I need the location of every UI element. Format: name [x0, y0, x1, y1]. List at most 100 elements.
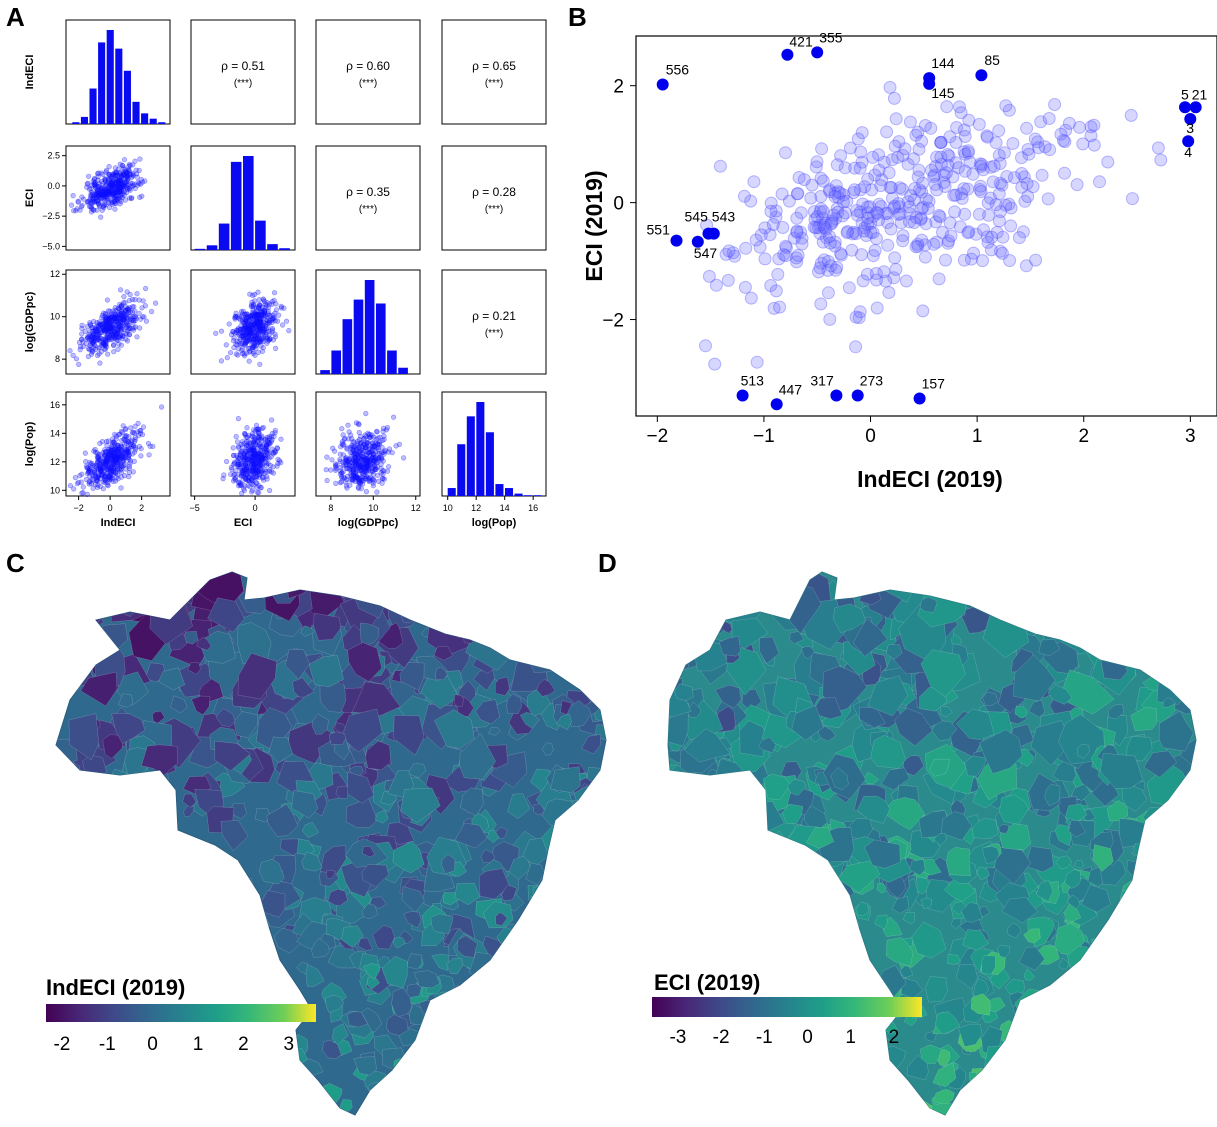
scatter-point	[95, 190, 101, 196]
histogram-bar	[364, 280, 375, 374]
scatter-point	[90, 178, 96, 184]
scatter-point	[124, 331, 130, 337]
histogram-bar	[320, 370, 330, 374]
map-c-region	[56, 759, 81, 789]
scatter-point	[94, 337, 100, 343]
map-c-region	[252, 1070, 266, 1086]
scatter-point	[366, 478, 372, 485]
map-d-region	[1023, 1063, 1045, 1081]
scatter-point	[250, 320, 256, 327]
scatter-point	[134, 291, 140, 297]
scatter-point	[92, 343, 98, 349]
map-c-region	[186, 1102, 208, 1115]
scatter-point	[111, 192, 117, 199]
scatter-point	[226, 321, 232, 327]
map-d-region	[1185, 605, 1196, 626]
map-d-region	[725, 1090, 746, 1110]
scatter-point	[115, 179, 121, 185]
scatter-point	[92, 182, 98, 188]
scatter-point	[378, 461, 384, 467]
scatter-point	[263, 455, 269, 461]
map-c-region	[554, 940, 584, 966]
map-c-region	[106, 860, 134, 891]
scatter-point	[92, 326, 98, 332]
scatter-point	[393, 443, 399, 449]
map-c-region	[485, 1006, 514, 1035]
scatter-point	[89, 349, 95, 355]
scatter-point	[108, 184, 114, 190]
scatter-point	[259, 425, 265, 432]
map-d-region	[1177, 610, 1196, 652]
scatter-point-b	[1070, 178, 1084, 192]
scatter-point	[241, 487, 247, 494]
map-d-region	[1117, 1069, 1143, 1097]
scatter-point	[328, 467, 334, 473]
scatter-point	[127, 460, 133, 466]
scatter-point	[113, 201, 119, 207]
scatter-point-b	[790, 211, 804, 225]
map-d-region	[1123, 925, 1148, 951]
scatter-point	[106, 317, 112, 323]
scatter-point-b	[996, 230, 1010, 244]
scatter-point	[106, 164, 112, 170]
scatter-point	[102, 321, 108, 327]
scatter-point	[99, 458, 106, 464]
map-d-region	[701, 572, 716, 585]
scatter-point	[106, 191, 112, 197]
scatter-point	[339, 441, 345, 447]
map-c-region	[162, 903, 178, 919]
map-d-region	[1091, 1040, 1109, 1064]
map-d-region	[682, 841, 714, 865]
scatter-point	[364, 440, 370, 446]
scatter-point	[105, 188, 111, 194]
scatter-point	[224, 458, 230, 465]
scatter-point	[130, 162, 136, 168]
scatter-point-b	[1003, 254, 1017, 267]
scatter-point-b	[764, 204, 778, 218]
scatter-point	[100, 486, 106, 492]
scatter-point	[110, 308, 116, 314]
map-d-region	[1125, 937, 1150, 962]
map-c-region	[388, 1081, 401, 1096]
scatter-point-b	[771, 267, 785, 281]
map-c-region	[492, 1067, 515, 1092]
map-d-region	[1173, 909, 1196, 942]
map-d-region	[668, 777, 695, 813]
map-c-region	[448, 592, 490, 638]
y-tick-label: 16	[50, 400, 60, 410]
map-c-region	[473, 991, 486, 1005]
map-c-region	[98, 573, 139, 612]
scatter-point-b	[1062, 116, 1076, 130]
scatter-point-b	[1020, 121, 1034, 135]
map-d-region	[668, 630, 676, 641]
scatter-point	[132, 297, 138, 303]
map-c-region	[221, 983, 253, 1008]
scatter-point	[129, 318, 135, 324]
map-d-region	[1123, 1069, 1137, 1086]
map-d-region	[684, 902, 709, 925]
scatter-point	[90, 191, 96, 197]
scatter-point	[131, 443, 137, 449]
map-d-region	[945, 847, 971, 877]
map-d-region	[864, 1098, 887, 1115]
scatter-point	[111, 315, 117, 322]
scatter-point	[94, 187, 100, 193]
map-d-region	[1013, 572, 1053, 595]
scatter-point	[133, 167, 139, 173]
map-d-region	[706, 1063, 727, 1089]
map-c-region	[543, 572, 573, 597]
map-c-region	[497, 1065, 511, 1080]
map-c-region	[56, 1080, 67, 1092]
map-d-region	[722, 1053, 739, 1069]
map-c-region	[126, 858, 152, 887]
map-d-region	[668, 900, 697, 925]
colorbar-d-tick-label: 0	[802, 1027, 813, 1048]
scatter-point	[113, 193, 119, 199]
map-c-region	[476, 1058, 498, 1078]
scatter-point	[369, 440, 376, 447]
scatter-point-b	[1041, 192, 1055, 206]
map-c-region	[183, 880, 213, 923]
scatter-point	[97, 466, 103, 472]
map-c-region	[451, 580, 498, 624]
map-d-region	[1066, 585, 1098, 622]
